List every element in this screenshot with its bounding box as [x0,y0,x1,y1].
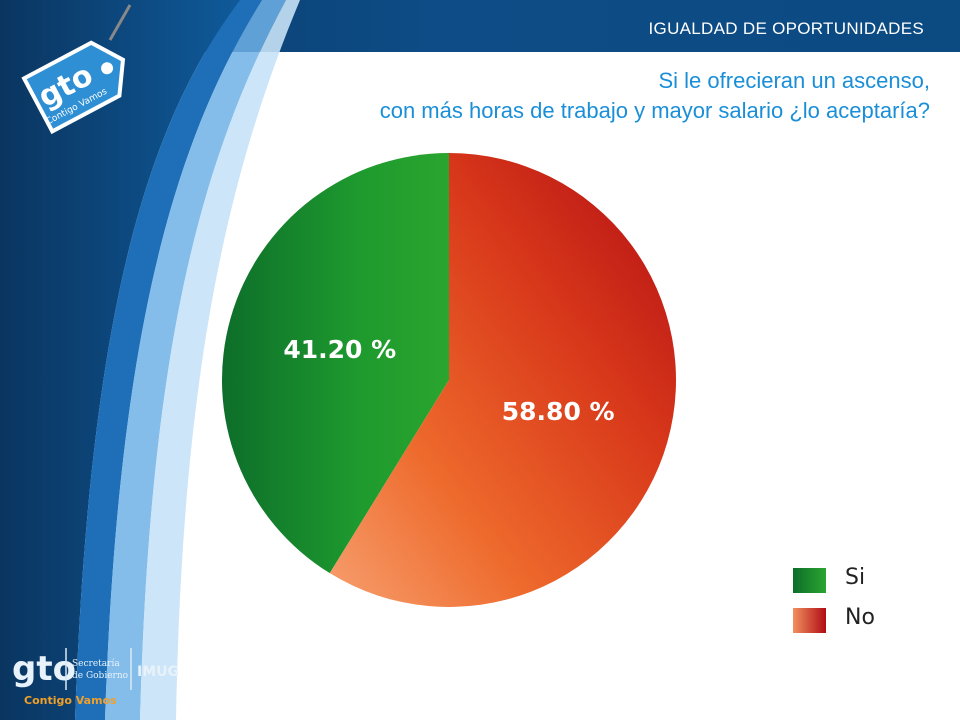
legend-swatch-no [793,608,826,633]
pie-slice-si [222,153,449,574]
footer-dept-line-1: Secretaría [72,658,120,669]
legend-swatch-si [793,568,826,593]
question-line-2: con más horas de trabajo y mayor salario… [379,98,930,123]
pie-slice-no [329,153,677,608]
legend-label-si: Si [845,565,866,590]
footer-logos: gto Contigo Vamos Secretaría de Gobierno… [12,648,179,707]
footer-imug-logo: IMUG [137,664,179,680]
question-line-1: Si le ofrecieran un ascenso, [658,68,931,93]
gto-tag-logo-icon: gto Contigo Vamos [21,4,132,135]
data-label-si: 41.20 % [283,335,396,364]
data-label-no: 58.80 % [502,397,615,426]
header-title: IGUALDAD DE OPORTUNIDADES [648,19,924,38]
decorative-swoosh [0,0,300,720]
footer-dept-line-2: de Gobierno [72,671,128,681]
chart-question: Si le ofrecieran un ascenso, con más hor… [170,66,930,126]
legend-label-no: No [845,605,875,630]
footer-slogan: Contigo Vamos [24,694,117,707]
